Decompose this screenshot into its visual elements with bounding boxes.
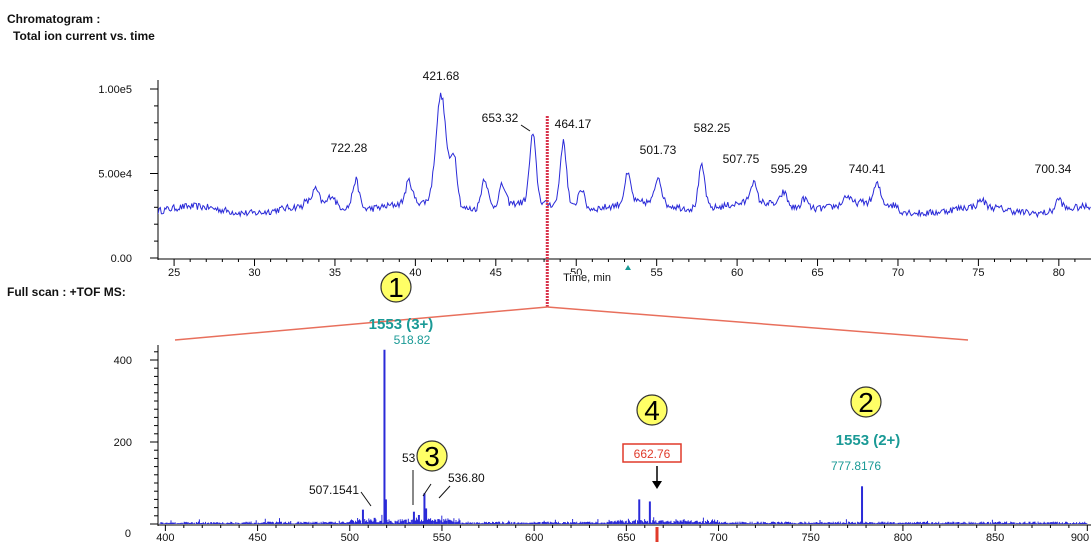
peak-leader-line xyxy=(360,491,372,507)
ms-noise-path xyxy=(159,514,1088,524)
zoom-guide-right xyxy=(547,306,969,341)
chromatogram-peak-label: 595.29 xyxy=(771,162,808,176)
chromatogram-x-tick-label: 50 xyxy=(570,267,582,279)
chromatogram-peak-label: 507.75 xyxy=(723,152,760,166)
chromatogram-x-axis-label: Time, min xyxy=(563,272,611,284)
ms-y-tick-label: 200 xyxy=(114,437,132,449)
annotation-number: 3 xyxy=(424,441,440,472)
chromatogram-peak-label: 740.41 xyxy=(849,162,886,176)
annotation-number: 2 xyxy=(858,387,874,418)
fullscan-title: Full scan : +TOF MS: xyxy=(7,285,126,299)
chromatogram-x-tick-label: 25 xyxy=(168,267,180,279)
zoom-guide-left xyxy=(174,306,548,341)
ms-x-tick-label: 450 xyxy=(248,532,266,542)
chromatogram-peak-label: 700.34 xyxy=(1035,162,1072,176)
chromatogram-peak-label: 464.17 xyxy=(555,117,592,131)
chromatogram-x-tick-label: 30 xyxy=(248,267,260,279)
ms-x-tick-label: 550 xyxy=(433,532,451,542)
highlight-box xyxy=(622,443,682,463)
chromatogram-y-tick-label: 0.00 xyxy=(111,253,132,265)
chromatogram-x-tick-label: 75 xyxy=(972,267,984,279)
annotation-badge-2 xyxy=(850,386,882,418)
chromatogram-peak-label: 501.73 xyxy=(640,143,677,157)
ms-y-tick-label: 0 xyxy=(125,528,131,540)
chromatogram-y-tick-label: 1.00e5 xyxy=(98,84,132,96)
chromatogram-x-tick-label: 60 xyxy=(731,267,743,279)
chromatogram-peak-label: 582.25 xyxy=(694,121,731,135)
ms-peak-label: 536.80 xyxy=(448,471,485,485)
ms-x-tick-label: 700 xyxy=(709,532,727,542)
annotation-number: 1 xyxy=(388,272,404,303)
ms-x-tick-label: 500 xyxy=(341,532,359,542)
ms-peak-label: 507.1541 xyxy=(309,483,359,497)
peak-leader-line xyxy=(422,483,432,497)
chromatogram-y-tick-label: 5.00e4 xyxy=(98,169,132,181)
chromatogram-x-tick-label: 70 xyxy=(892,267,904,279)
chromatogram-x-tick-label: 45 xyxy=(490,267,502,279)
arrow-head-icon xyxy=(652,481,662,489)
ion-charge-label: 1553 (3+) xyxy=(369,316,434,333)
ms-noise xyxy=(159,514,1088,524)
peak-leader-line xyxy=(520,124,531,132)
peak-leader-line xyxy=(438,485,451,499)
chromatogram-title: Chromatogram : xyxy=(7,12,101,26)
ms-x-tick-label: 900 xyxy=(1071,532,1089,542)
annotation-number: 4 xyxy=(644,395,660,426)
ms-peak-label: 518.82 xyxy=(394,333,431,347)
zoom-guides xyxy=(174,306,969,341)
chromatogram-x-tick-label: 65 xyxy=(811,267,823,279)
chromatogram-x-tick-label: 80 xyxy=(1053,267,1065,279)
time-marker-icon xyxy=(625,265,631,270)
ms-spectrum-plot: 0 200 400 400 450 500 550 600 650 700 750 800 850 900… xyxy=(114,333,1091,542)
chromatogram-peak-label: 421.68 xyxy=(423,69,460,83)
annotation-badge-1 xyxy=(380,271,412,303)
highlighted-mz-label: 662.76 xyxy=(634,447,671,461)
ms-x-tick-label: 400 xyxy=(156,532,174,542)
chromatogram-plot: 0.00 5.00e4 1.00e5 25 30 35 40 45 50 55 60 65 70 75 80… xyxy=(98,69,1091,308)
ion-charge-label: 1553 (2+) xyxy=(836,432,901,449)
chromatogram-x-tick-label: 40 xyxy=(409,267,421,279)
tic-trace xyxy=(158,92,1091,219)
ms-x-tick-label: 600 xyxy=(525,532,543,542)
chromatogram-peak-label: 722.28 xyxy=(331,141,368,155)
chromatogram-peak-label: 653.32 xyxy=(482,111,519,125)
chromatogram-subtitle: Total ion current vs. time xyxy=(13,29,155,43)
annotations: 1 1553 (3+) 2 1553 (2+) 53 3 536.80 4 662.76 xyxy=(369,271,901,542)
ms-x-tick-label: 850 xyxy=(986,532,1004,542)
annotation-badge-4 xyxy=(636,394,668,426)
ms-x-tick-label: 800 xyxy=(894,532,912,542)
ms-y-tick-label: 400 xyxy=(114,355,132,367)
chromatogram-x-tick-label: 35 xyxy=(329,267,341,279)
ms-peak-label: 777.8176 xyxy=(831,459,881,473)
chromatogram-x-tick-label: 55 xyxy=(651,267,663,279)
annotation-badge-3 xyxy=(416,440,448,472)
ms-x-tick-label: 650 xyxy=(617,532,635,542)
ms-x-tick-label: 750 xyxy=(802,532,820,542)
ms-peak-label: 53 xyxy=(402,451,416,465)
